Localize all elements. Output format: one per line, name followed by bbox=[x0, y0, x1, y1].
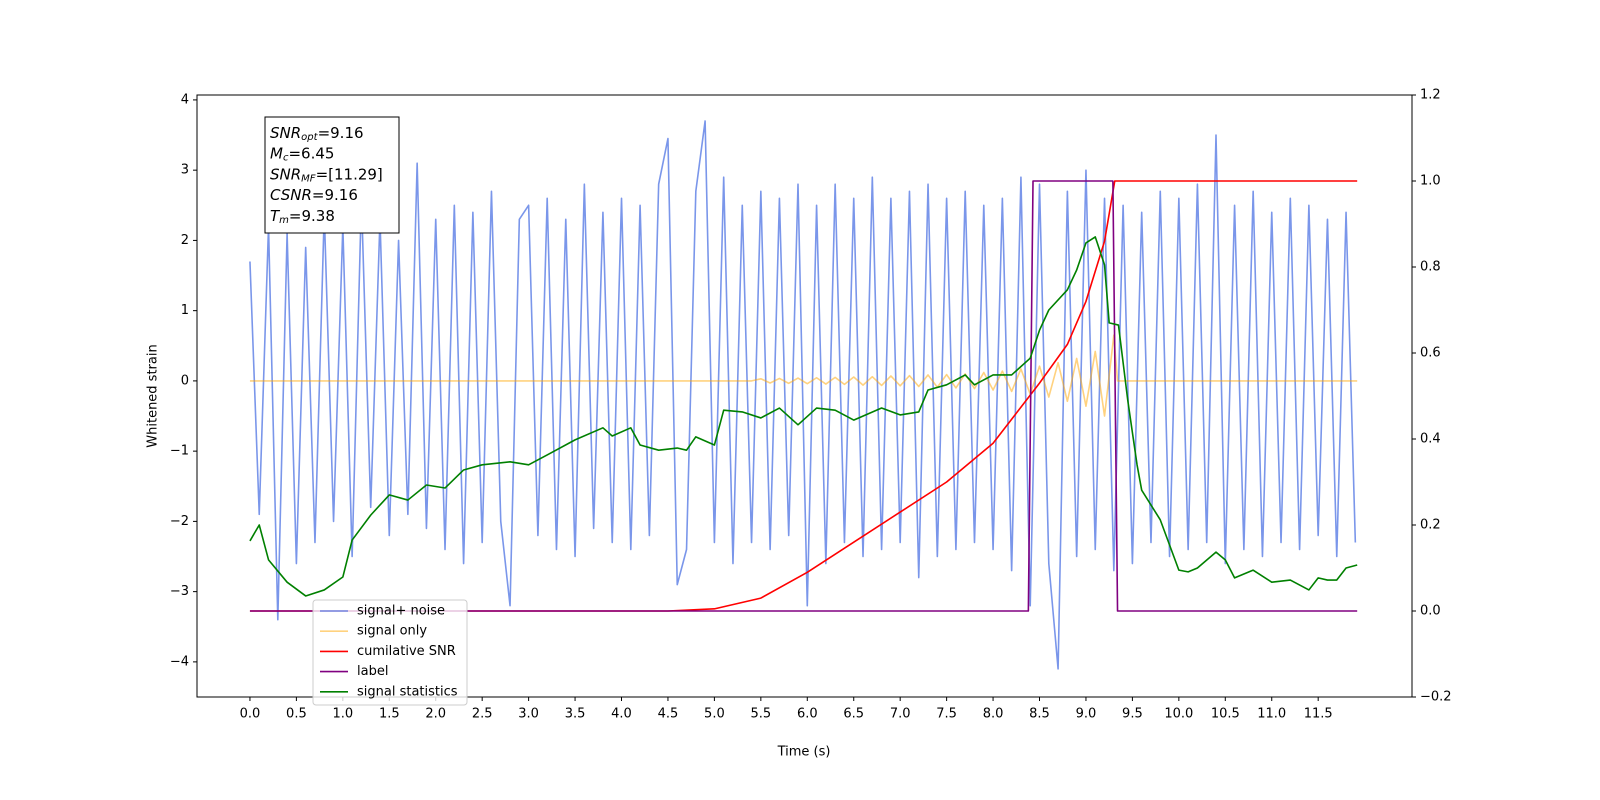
y2-tick-label: 0.2 bbox=[1420, 518, 1441, 533]
y2-tick-label: −0.2 bbox=[1420, 690, 1452, 705]
legend-box bbox=[312, 599, 468, 706]
y-tick-label: 1 bbox=[181, 303, 189, 318]
annotation-line: SNRMF=[11.29] bbox=[270, 165, 383, 185]
annotation-value: =9.16 bbox=[312, 186, 358, 204]
annotation-symbol: CSNR bbox=[270, 186, 312, 204]
annotation-subscript: m bbox=[279, 215, 289, 226]
x-tick-label: 1.0 bbox=[332, 707, 353, 722]
y2-tick-label: 0.0 bbox=[1420, 604, 1441, 619]
annotation-subscript: opt bbox=[301, 132, 318, 143]
y-tick-label: −2 bbox=[170, 514, 189, 529]
x-tick-label: 5.0 bbox=[704, 707, 725, 722]
y-tick-label: 4 bbox=[181, 92, 189, 107]
y-tick-label: −3 bbox=[170, 584, 189, 599]
annotation-value: =6.45 bbox=[288, 144, 334, 162]
x-tick-label: 11.5 bbox=[1304, 707, 1333, 722]
y2-tick-label: 0.4 bbox=[1420, 432, 1441, 447]
y2-tick-label: 1.2 bbox=[1420, 88, 1441, 103]
annotation-subscript: MF bbox=[301, 173, 316, 184]
annotation-subscript: c bbox=[283, 153, 289, 164]
y-tick-label: −1 bbox=[170, 444, 189, 459]
series-line bbox=[249, 236, 1358, 597]
legend-label: signal only bbox=[357, 624, 427, 639]
legend-label: label bbox=[357, 664, 388, 679]
axes-frame bbox=[196, 94, 1413, 698]
x-tick-label: 3.5 bbox=[565, 707, 586, 722]
y2-tick-label: 0.8 bbox=[1420, 260, 1441, 275]
y-tick-label: 3 bbox=[181, 163, 189, 178]
x-tick-label: 9.0 bbox=[1076, 707, 1097, 722]
x-tick-label: 10.0 bbox=[1164, 707, 1193, 722]
annotation-box bbox=[264, 116, 400, 234]
x-tick-label: 3.0 bbox=[518, 707, 539, 722]
annotation-line: Tm=9.38 bbox=[270, 206, 335, 226]
x-tick-label: 9.5 bbox=[1122, 707, 1143, 722]
x-tick-label: 8.0 bbox=[983, 707, 1004, 722]
series-line bbox=[249, 180, 1358, 612]
annotation-symbol: T bbox=[270, 206, 281, 224]
annotation-line: Mc=6.45 bbox=[270, 144, 334, 164]
y2-tick-label: 1.0 bbox=[1420, 174, 1441, 189]
x-tick-label: 10.5 bbox=[1211, 707, 1240, 722]
y-tick-label: 2 bbox=[181, 233, 189, 248]
y-tick-label: 0 bbox=[181, 373, 189, 388]
annotation-symbol: M bbox=[270, 144, 283, 162]
x-tick-label: 0.0 bbox=[240, 707, 261, 722]
x-tick-label: 2.5 bbox=[472, 707, 493, 722]
y2-tick-label: 0.6 bbox=[1420, 346, 1441, 361]
annotation-symbol: SNR bbox=[270, 165, 301, 183]
x-tick-label: 6.5 bbox=[843, 707, 864, 722]
x-tick-label: 2.0 bbox=[425, 707, 446, 722]
legend-label: cumilative SNR bbox=[357, 644, 456, 659]
annotation-line: SNRopt=9.16 bbox=[270, 124, 364, 144]
legend-label: signal statistics bbox=[357, 684, 458, 699]
annotation-value: =9.16 bbox=[318, 124, 364, 142]
annotation-value: =[11.29] bbox=[316, 165, 383, 183]
annotation-value: =9.38 bbox=[289, 206, 335, 224]
plot-area bbox=[249, 120, 1358, 670]
x-tick-label: 1.5 bbox=[379, 707, 400, 722]
series-line bbox=[249, 120, 1357, 670]
series-line bbox=[249, 180, 1358, 612]
x-tick-label: 11.0 bbox=[1257, 707, 1286, 722]
x-tick-label: 6.0 bbox=[797, 707, 818, 722]
annotation-symbol: SNR bbox=[270, 124, 301, 142]
x-tick-label: 7.5 bbox=[936, 707, 957, 722]
x-tick-label: 4.0 bbox=[611, 707, 632, 722]
annotation-line: CSNR=9.16 bbox=[270, 186, 358, 204]
x-axis-label: Time (s) bbox=[777, 745, 831, 760]
legend-label: signal+ noise bbox=[357, 604, 445, 619]
y-axis-label: Whitened strain bbox=[146, 344, 161, 447]
x-tick-label: 0.5 bbox=[286, 707, 307, 722]
y-tick-label: −4 bbox=[170, 654, 189, 669]
x-tick-label: 8.5 bbox=[1029, 707, 1050, 722]
x-tick-label: 7.0 bbox=[890, 707, 911, 722]
x-tick-label: 4.5 bbox=[658, 707, 679, 722]
x-tick-label: 5.5 bbox=[750, 707, 771, 722]
